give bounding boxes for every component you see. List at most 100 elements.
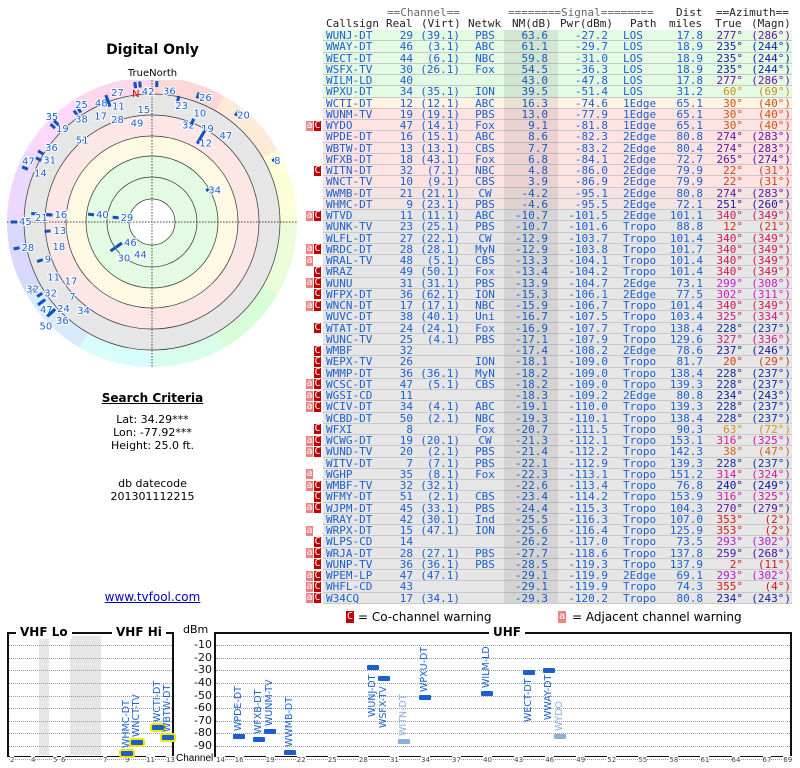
table-row[interactable] — [323, 63, 792, 75]
table-row[interactable] — [323, 558, 792, 570]
table-row[interactable] — [323, 491, 792, 503]
vhf-panel — [7, 632, 174, 756]
table-row[interactable] — [323, 435, 792, 447]
cell-network: PBS — [475, 220, 495, 234]
table-row[interactable] — [323, 311, 792, 323]
table-row[interactable] — [323, 75, 792, 87]
cell-network: CW — [478, 231, 492, 245]
uhf-axis-line — [214, 756, 792, 757]
table-row[interactable] — [323, 345, 792, 357]
table-row[interactable] — [323, 266, 792, 278]
table-row[interactable] — [323, 468, 792, 480]
table-row[interactable] — [323, 243, 792, 255]
cell-real-channel: 47 — [399, 569, 413, 583]
cell-distance: 18.9 — [676, 62, 704, 76]
cell-virtual-channel: (47.1) — [420, 569, 460, 583]
cell-callsign: WRAL-TV — [326, 254, 373, 268]
table-row[interactable] — [323, 570, 792, 582]
table-row[interactable] — [323, 221, 792, 233]
col-netwk: Netwk — [468, 17, 502, 30]
station-marker — [104, 94, 110, 102]
cell-network: CBS — [475, 175, 495, 189]
table-row[interactable] — [323, 390, 792, 402]
adjacent-warning-icon: a — [306, 580, 313, 592]
cell-power-dbm: -51.4 — [574, 85, 608, 99]
cell-azimuth-true: 277° — [716, 74, 744, 88]
cell-network: NBC — [475, 164, 495, 178]
table-row[interactable] — [323, 165, 792, 177]
table-row[interactable] — [323, 536, 792, 548]
cell-power-dbm: -104.2 — [568, 265, 608, 279]
cell-path: Tropo — [623, 332, 657, 346]
table-row[interactable] — [323, 108, 792, 120]
cell-path: 2Edge — [623, 130, 657, 144]
station-marker — [37, 149, 44, 156]
cell-real-channel: 11 — [399, 389, 413, 403]
table-row[interactable] — [323, 41, 792, 53]
nm-column-shade — [504, 30, 558, 603]
table-row[interactable] — [323, 547, 792, 559]
table-row[interactable] — [323, 446, 792, 458]
table-row[interactable] — [323, 120, 792, 132]
table-row[interactable] — [323, 153, 792, 165]
x-tick-label: 22 — [296, 756, 306, 764]
cell-azimuth-true: 340° — [716, 242, 744, 256]
cell-distance: 77.5 — [676, 287, 704, 301]
col-dist: miles — [669, 17, 703, 30]
table-row[interactable] — [323, 457, 792, 469]
table-row[interactable] — [323, 232, 792, 244]
table-row[interactable] — [323, 300, 792, 312]
cell-distance: 65.1 — [676, 119, 704, 133]
table-row[interactable] — [323, 142, 792, 154]
station-label: WITN-DT — [398, 694, 410, 736]
cell-power-dbm: -120.2 — [568, 591, 608, 605]
table-row[interactable] — [323, 378, 792, 390]
cell-distance: 80.8 — [676, 591, 704, 605]
table-row[interactable] — [323, 513, 792, 525]
cell-path: 2Edge — [623, 164, 657, 178]
cell-nm-db: -12.9 — [514, 242, 548, 256]
cell-distance: 80.8 — [676, 130, 704, 144]
cell-nm-db: -17.1 — [514, 332, 548, 346]
cell-azimuth-magn: (40°) — [757, 96, 791, 110]
cell-azimuth-true: 316° — [716, 490, 744, 504]
cell-azimuth-magn: (283°) — [751, 186, 791, 200]
station-marker — [52, 119, 60, 126]
table-row[interactable] — [323, 176, 792, 188]
table-row[interactable] — [323, 502, 792, 514]
db-datecode-label: db datecode — [118, 477, 187, 490]
table-row[interactable] — [323, 581, 792, 593]
cell-azimuth-magn: (237°) — [751, 400, 791, 414]
table-row[interactable] — [323, 356, 792, 368]
cell-real-channel: 17 — [399, 299, 413, 313]
table-row[interactable] — [323, 131, 792, 143]
table-row[interactable] — [323, 97, 792, 109]
table-row[interactable] — [323, 333, 792, 345]
table-row[interactable] — [323, 255, 792, 267]
station-channel-label: 23 — [175, 101, 188, 112]
cell-callsign: WYDO — [326, 119, 353, 133]
table-row[interactable] — [323, 198, 792, 210]
table-row[interactable] — [323, 401, 792, 413]
cell-azimuth-true: 60° — [723, 85, 743, 99]
table-row[interactable] — [323, 592, 792, 604]
table-row[interactable] — [323, 210, 792, 222]
table-row[interactable] — [323, 525, 792, 537]
table-row[interactable] — [323, 367, 792, 379]
table-row[interactable] — [323, 288, 792, 300]
table-row[interactable] — [323, 30, 792, 42]
table-row[interactable] — [323, 412, 792, 424]
table-row[interactable] — [323, 187, 792, 199]
station-table: ==Channel== ========Signal======== Dist … — [306, 7, 792, 605]
table-row[interactable] — [323, 480, 792, 492]
tvfool-link[interactable]: www.tvfool.com — [104, 590, 201, 604]
vhf-axis-line — [7, 756, 174, 757]
table-row[interactable] — [323, 423, 792, 435]
adjacent-warning-icon: a — [306, 569, 313, 581]
table-row[interactable] — [323, 86, 792, 98]
table-row[interactable] — [323, 52, 792, 64]
table-row[interactable] — [323, 277, 792, 289]
station-channel-label: 42 — [142, 87, 155, 98]
station-channel-label: 50 — [39, 322, 52, 333]
table-row[interactable] — [323, 322, 792, 334]
